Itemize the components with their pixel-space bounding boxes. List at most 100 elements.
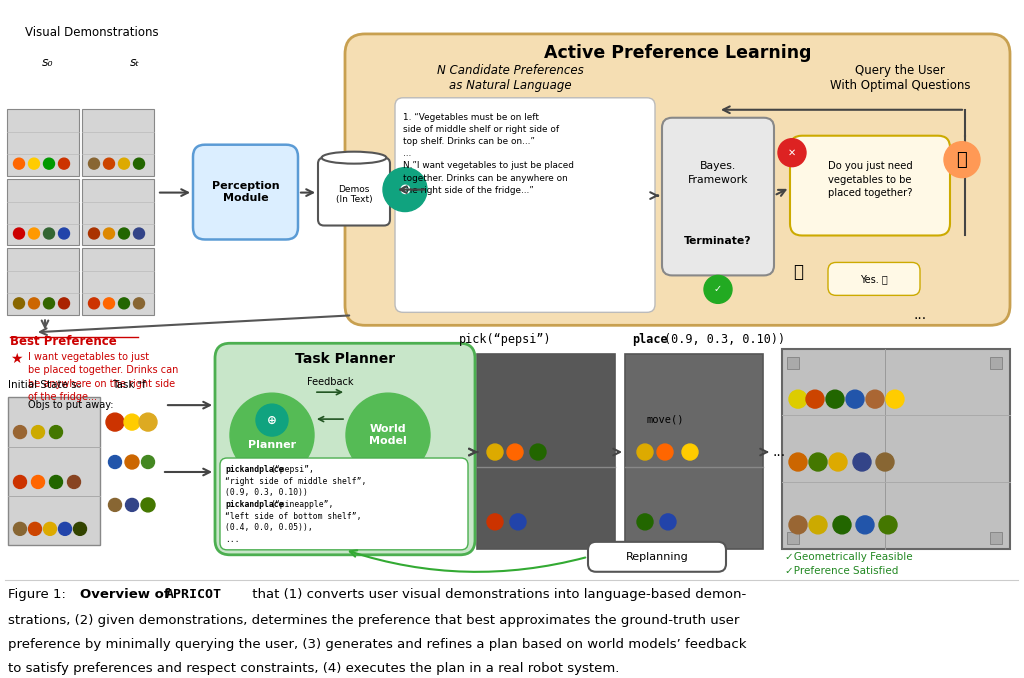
Text: Overview of: Overview of — [80, 588, 174, 601]
FancyBboxPatch shape — [477, 354, 615, 549]
Text: ...: ... — [772, 445, 785, 459]
FancyBboxPatch shape — [318, 158, 390, 226]
Circle shape — [806, 390, 824, 408]
Text: (0.4, 0.0, 0.05)),: (0.4, 0.0, 0.05)), — [225, 523, 312, 532]
Circle shape — [109, 498, 122, 511]
Text: Yes. 👍: Yes. 👍 — [860, 274, 888, 284]
Text: pickandplace: pickandplace — [225, 500, 284, 509]
FancyBboxPatch shape — [790, 136, 950, 235]
Circle shape — [346, 393, 430, 477]
Circle shape — [29, 298, 40, 309]
FancyBboxPatch shape — [787, 357, 799, 370]
Circle shape — [103, 298, 115, 309]
Text: Visual Demonstrations: Visual Demonstrations — [26, 26, 159, 39]
Text: to satisfy preferences and respect constraints, (4) executes the plan in a real : to satisfy preferences and respect const… — [8, 662, 620, 675]
FancyBboxPatch shape — [7, 108, 79, 176]
FancyBboxPatch shape — [7, 248, 79, 315]
Circle shape — [49, 426, 62, 439]
Text: Demos
(In Text): Demos (In Text) — [336, 185, 373, 204]
Text: I want vegetables to just
be placed together. Drinks can
be anywhere on the righ: I want vegetables to just be placed toge… — [28, 353, 178, 402]
Circle shape — [119, 228, 129, 239]
Circle shape — [106, 413, 124, 431]
Circle shape — [829, 453, 847, 471]
Circle shape — [43, 228, 54, 239]
Circle shape — [126, 498, 138, 511]
FancyBboxPatch shape — [82, 178, 154, 245]
Ellipse shape — [322, 152, 386, 163]
Circle shape — [487, 444, 503, 460]
Circle shape — [133, 158, 144, 169]
Text: strations, (2) given demonstrations, determines the preference that best approxi: strations, (2) given demonstrations, det… — [8, 614, 739, 626]
Circle shape — [13, 228, 25, 239]
Text: place: place — [632, 333, 668, 346]
Circle shape — [846, 390, 864, 408]
FancyBboxPatch shape — [8, 397, 100, 545]
Circle shape — [853, 453, 871, 471]
Circle shape — [657, 444, 673, 460]
Circle shape — [58, 522, 72, 536]
Text: APRICOT: APRICOT — [166, 588, 222, 601]
Circle shape — [119, 158, 129, 169]
Circle shape — [944, 142, 980, 178]
Circle shape — [29, 228, 40, 239]
Text: Query the User
With Optimal Questions: Query the User With Optimal Questions — [829, 64, 971, 92]
Circle shape — [507, 444, 523, 460]
FancyBboxPatch shape — [82, 108, 154, 176]
Text: Figure 1:: Figure 1: — [8, 588, 75, 601]
FancyBboxPatch shape — [588, 542, 726, 572]
FancyBboxPatch shape — [82, 248, 154, 315]
FancyBboxPatch shape — [625, 354, 763, 549]
Text: preference by minimally querying the user, (3) generates and refines a plan base: preference by minimally querying the use… — [8, 637, 746, 651]
Text: 👤: 👤 — [793, 264, 803, 281]
FancyBboxPatch shape — [787, 532, 799, 544]
Text: move(): move() — [646, 414, 684, 424]
Circle shape — [13, 475, 27, 488]
FancyBboxPatch shape — [220, 458, 468, 550]
Circle shape — [124, 414, 140, 430]
Text: Terminate?: Terminate? — [684, 236, 752, 245]
Circle shape — [510, 514, 526, 530]
Text: 🍑: 🍑 — [956, 151, 968, 169]
Circle shape — [88, 228, 99, 239]
FancyBboxPatch shape — [345, 34, 1010, 325]
Circle shape — [32, 426, 44, 439]
Text: “left side of bottom shelf”,: “left side of bottom shelf”, — [225, 512, 361, 521]
Circle shape — [68, 475, 81, 488]
Circle shape — [133, 228, 144, 239]
Text: (0.9, 0.3, 0.10)): (0.9, 0.3, 0.10)) — [225, 488, 308, 498]
FancyBboxPatch shape — [7, 178, 79, 245]
FancyBboxPatch shape — [990, 357, 1002, 370]
Circle shape — [88, 158, 99, 169]
Text: Objs to put away:: Objs to put away: — [28, 400, 114, 410]
Text: (“pepsi”,: (“pepsi”, — [270, 465, 314, 474]
Circle shape — [383, 167, 427, 212]
Circle shape — [133, 298, 144, 309]
Circle shape — [29, 158, 40, 169]
FancyBboxPatch shape — [782, 349, 1010, 549]
Circle shape — [660, 514, 676, 530]
Circle shape — [43, 522, 56, 536]
Text: pick(“pepsi”): pick(“pepsi”) — [459, 333, 551, 346]
Text: ✓: ✓ — [714, 284, 722, 294]
FancyBboxPatch shape — [193, 144, 298, 239]
Text: N Candidate Preferences
as Natural Language: N Candidate Preferences as Natural Langu… — [436, 64, 584, 92]
Circle shape — [43, 158, 54, 169]
Circle shape — [103, 228, 115, 239]
Circle shape — [13, 298, 25, 309]
Circle shape — [13, 426, 27, 439]
Circle shape — [826, 390, 844, 408]
Circle shape — [790, 390, 807, 408]
Circle shape — [141, 456, 155, 468]
Circle shape — [230, 393, 314, 477]
FancyBboxPatch shape — [215, 343, 475, 555]
Circle shape — [790, 516, 807, 534]
Text: Task Planner: Task Planner — [295, 353, 395, 366]
Circle shape — [809, 516, 827, 534]
FancyBboxPatch shape — [828, 262, 920, 296]
Circle shape — [682, 444, 698, 460]
Text: Task ᵊf: Task ᵊf — [112, 380, 145, 390]
Text: 1. “Vegetables must be on left
side of middle shelf or right side of
top shelf. : 1. “Vegetables must be on left side of m… — [403, 113, 573, 195]
Text: ★: ★ — [10, 353, 23, 366]
Circle shape — [856, 516, 874, 534]
Circle shape — [778, 139, 806, 167]
